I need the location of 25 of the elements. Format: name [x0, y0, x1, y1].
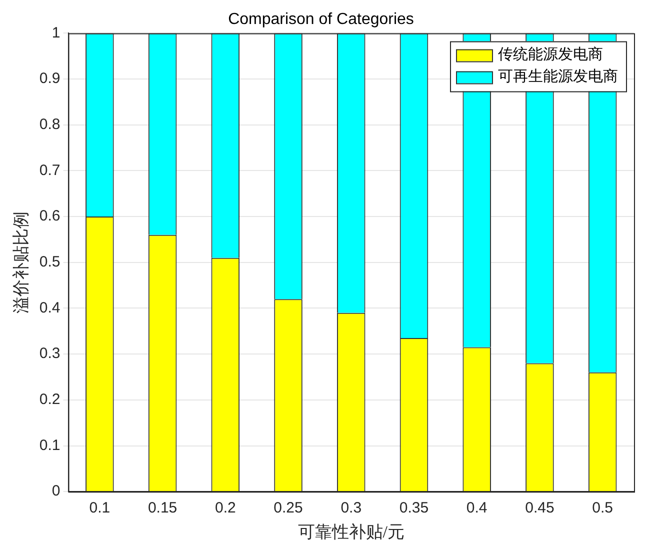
y-tick-label: 0.3	[39, 345, 60, 362]
y-tick-label: 0.4	[39, 299, 60, 316]
y-tick-label: 0.8	[39, 116, 60, 134]
legend-label: 传统能源发电商	[498, 46, 603, 64]
legend-label: 可再生能源发电商	[498, 68, 618, 86]
x-tick-label: 0.3	[340, 500, 362, 517]
x-tick-label: 0.35	[399, 500, 429, 517]
x-tick-label: 0.4	[466, 500, 488, 517]
x-tick-label: 0.25	[274, 500, 303, 517]
y-tick-label: 0.1	[39, 436, 60, 454]
y-tick-label: 0	[52, 482, 60, 500]
x-axis-title: 可靠性补贴/元	[298, 522, 404, 542]
y-tick-label: 0.5	[39, 254, 60, 271]
y-tick-label: 1	[52, 24, 60, 42]
x-tick-label: 0.45	[525, 500, 554, 517]
chart-title: Comparison of Categories	[228, 11, 414, 28]
x-tick-label: 0.15	[148, 500, 178, 517]
y-axis-title: 溢价补贴比例	[12, 211, 31, 314]
y-tick-label: 0.7	[39, 162, 60, 179]
y-tick-label: 0.2	[39, 391, 60, 408]
x-tick-label: 0.2	[214, 500, 236, 517]
y-tick-label: 0.6	[39, 208, 60, 225]
x-tick-label: 0.5	[592, 500, 613, 517]
y-tick-label: 0.9	[39, 70, 60, 88]
x-tick-label: 0.1	[89, 500, 110, 517]
